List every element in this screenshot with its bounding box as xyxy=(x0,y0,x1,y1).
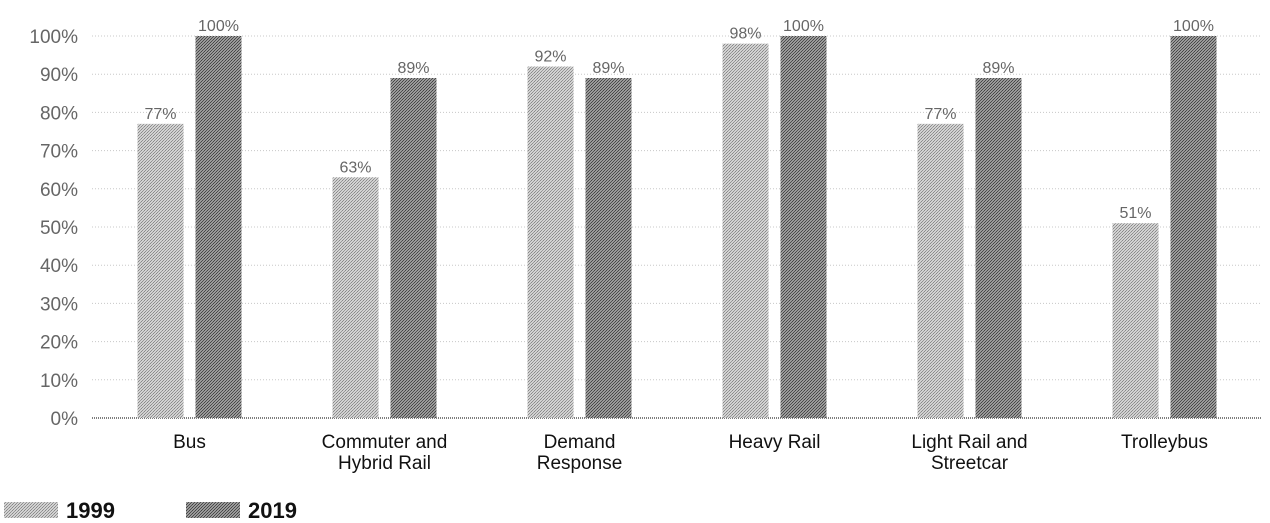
bar-2019 xyxy=(975,78,1022,419)
y-axis-ticks: 0% 10% 20% 30% 40% 50% 60% 70% 80% 90% 100% xyxy=(29,27,78,430)
bar-1999 xyxy=(1112,223,1159,418)
legend-swatch-2019 xyxy=(186,502,240,518)
data-label: 98% xyxy=(729,26,761,43)
x-category-label: Commuter and Hybrid Rail xyxy=(322,432,448,474)
data-label: 89% xyxy=(982,60,1014,77)
bars xyxy=(137,36,1217,419)
x-category-label: Heavy Rail xyxy=(729,432,821,453)
data-label: 100% xyxy=(783,18,824,35)
bar-2019 xyxy=(585,78,632,419)
bar-2019 xyxy=(1170,36,1217,418)
data-label: 77% xyxy=(924,106,956,123)
bar-2019 xyxy=(195,36,242,418)
data-label: 100% xyxy=(198,18,239,35)
x-category-label: Trolleybus xyxy=(1121,432,1208,453)
y-tick-label: 40% xyxy=(40,256,78,277)
bar-1999 xyxy=(917,123,964,419)
data-label: 63% xyxy=(339,159,371,176)
bar-2019 xyxy=(780,36,827,418)
data-label: 89% xyxy=(397,60,429,77)
gridlines xyxy=(92,35,1262,419)
x-axis-categories: Bus Commuter and Hybrid Rail Demand Response… xyxy=(173,432,1208,474)
y-tick-label: 20% xyxy=(40,333,78,354)
data-label: 100% xyxy=(1173,18,1214,35)
x-category-label: Demand Response xyxy=(537,432,623,474)
x-category-label: Light Rail and Streetcar xyxy=(911,432,1027,474)
data-label: 92% xyxy=(534,49,566,66)
y-tick-label: 10% xyxy=(40,371,78,392)
data-label: 51% xyxy=(1119,205,1151,222)
bar-1999 xyxy=(332,177,379,418)
legend-label-1999: 1999 xyxy=(66,498,115,523)
y-tick-label: 50% xyxy=(40,218,78,239)
y-tick-label: 30% xyxy=(40,294,78,315)
y-tick-label: 100% xyxy=(29,27,78,48)
bar-2019 xyxy=(390,78,437,419)
legend-swatch-1999 xyxy=(4,502,58,518)
y-tick-label: 80% xyxy=(40,103,78,124)
legend-label-2019: 2019 xyxy=(248,498,297,523)
x-category-label: Bus xyxy=(173,432,206,453)
data-labels: 77% 100% 63% 89% 92% 89% 98% 100% 77% 89% 51% 100% xyxy=(144,18,1213,222)
data-label: 89% xyxy=(592,60,624,77)
legend: 1999 2019 xyxy=(4,498,297,523)
bar-1999 xyxy=(527,66,574,418)
bar-1999 xyxy=(137,123,184,419)
y-tick-label: 0% xyxy=(51,409,79,430)
y-tick-label: 70% xyxy=(40,142,78,163)
y-tick-label: 90% xyxy=(40,65,78,86)
bar-1999 xyxy=(722,43,769,418)
data-label: 77% xyxy=(144,106,176,123)
y-tick-label: 60% xyxy=(40,180,78,201)
